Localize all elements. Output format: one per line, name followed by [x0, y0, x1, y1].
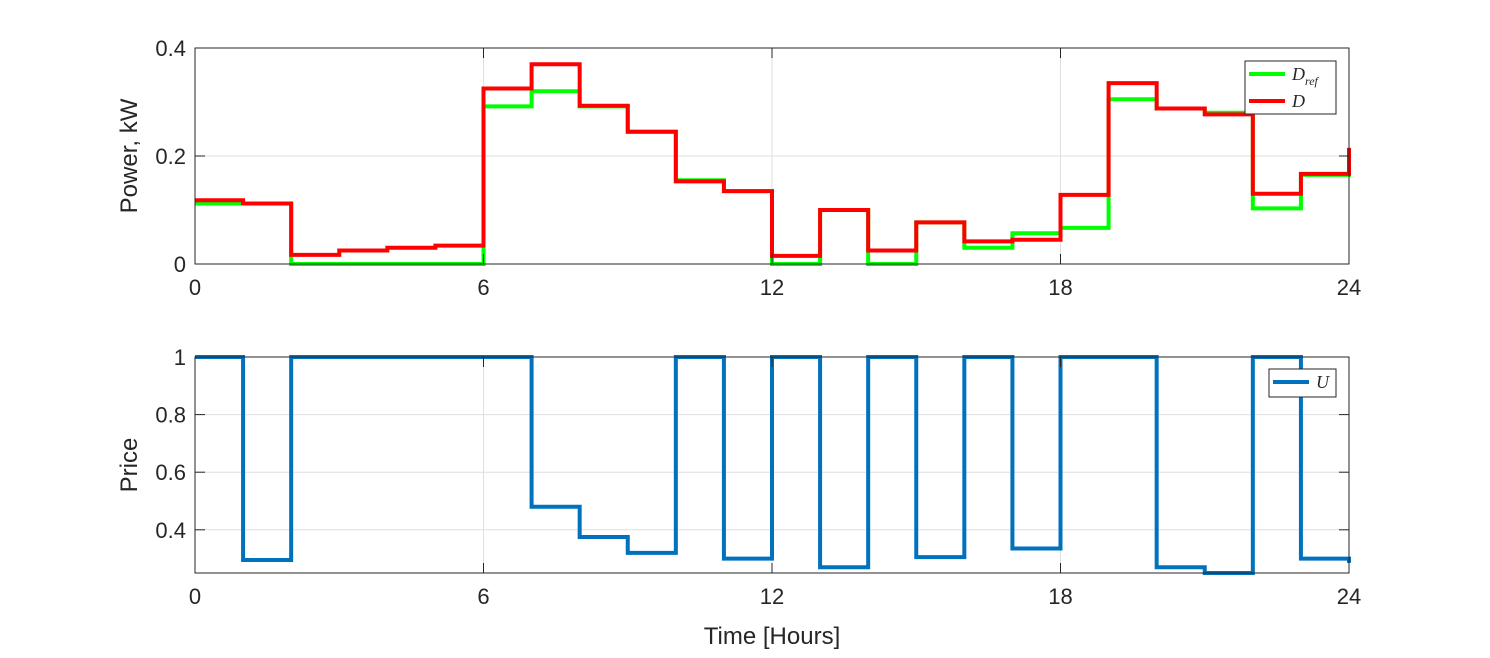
legend-label-subscript: ref — [1305, 74, 1320, 88]
y-tick-label: 0.6 — [155, 460, 186, 485]
x-tick-label: 24 — [1337, 275, 1361, 300]
x-tick-label: 18 — [1048, 584, 1072, 609]
x-tick-label: 0 — [189, 275, 201, 300]
x-tick-label: 24 — [1337, 584, 1361, 609]
x-tick-label: 6 — [477, 584, 489, 609]
x-tick-label: 18 — [1048, 275, 1072, 300]
x-axis-label: Time [Hours] — [704, 623, 840, 650]
y-tick-label: 1 — [174, 345, 186, 370]
y-tick-label: 0.8 — [155, 403, 186, 428]
x-tick-label: 12 — [760, 275, 784, 300]
y-axis-label: Price — [116, 438, 143, 493]
x-tick-label: 6 — [477, 275, 489, 300]
y-tick-label: 0.2 — [155, 144, 186, 169]
legend: U — [1268, 368, 1337, 398]
legend-label: U — [1316, 372, 1330, 392]
y-tick-label: 0 — [174, 252, 186, 277]
y-axis-label: Power, kW — [116, 98, 143, 213]
y-tick-label: 0.4 — [155, 518, 186, 543]
legend-box — [1244, 60, 1337, 115]
legend-label: D — [1291, 91, 1305, 111]
x-tick-label: 0 — [189, 584, 201, 609]
price-chart: 0 6 12 18 24 0.4 0.6 0.8 1 Price Time [Hours] U — [116, 345, 1361, 650]
x-tick-label: 12 — [760, 584, 784, 609]
y-tick-label: 0.4 — [155, 36, 186, 61]
